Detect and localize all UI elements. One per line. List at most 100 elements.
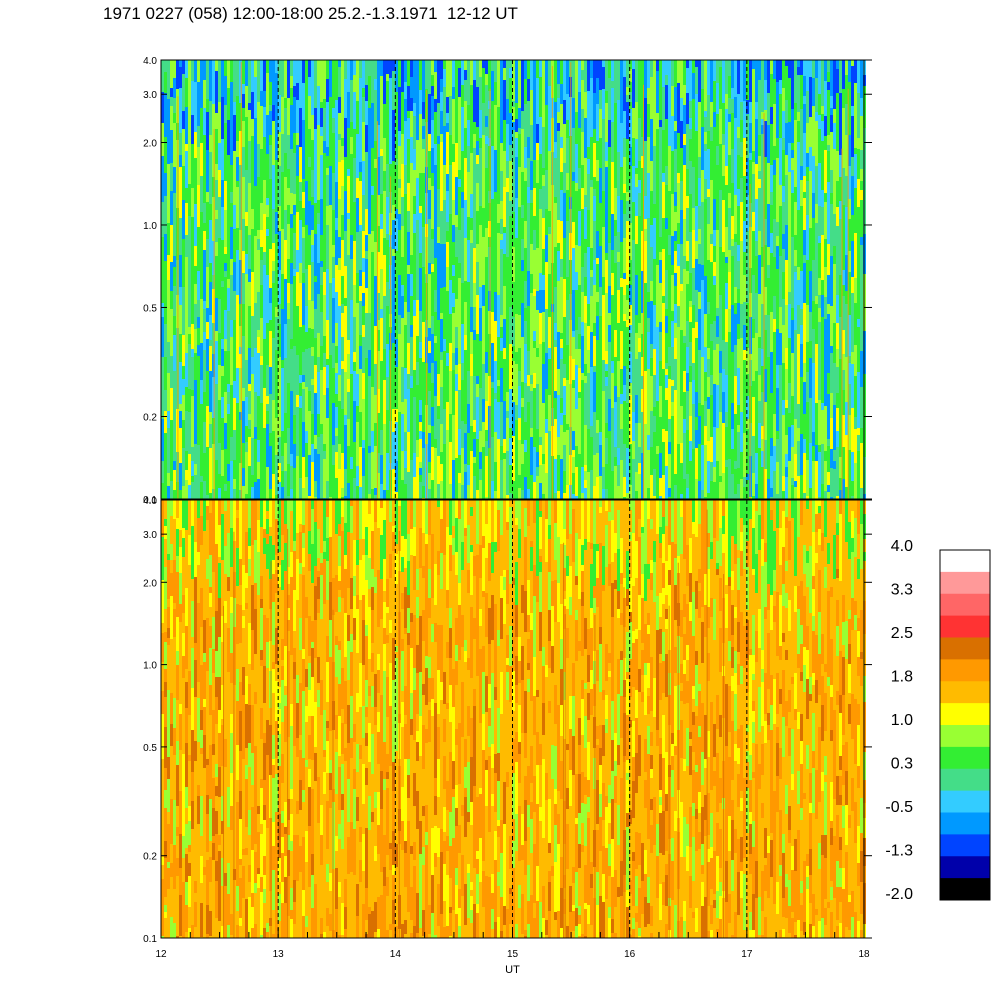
spectrogram-cell: [812, 476, 815, 499]
spectrogram-cell: [254, 924, 257, 938]
spectrogram-cell: [689, 461, 692, 499]
spectrogram-cell: [659, 332, 662, 361]
spectrogram-cell: [161, 901, 164, 936]
spectrogram-cell: [377, 301, 380, 320]
spectrogram-cell: [269, 846, 272, 891]
spectrogram-cell: [302, 120, 305, 154]
spectrogram-cell: [290, 349, 293, 391]
spectrogram-cell: [281, 274, 284, 309]
spectrogram-cell: [842, 370, 845, 390]
spectrogram-cell: [560, 413, 563, 425]
spectrogram-cell: [209, 685, 212, 715]
spectrogram-cell: [164, 295, 167, 324]
spectrogram-cell: [836, 393, 839, 408]
spectrogram-cell: [488, 247, 491, 259]
spectrogram-cell: [359, 231, 362, 270]
spectrogram-cell: [806, 260, 809, 305]
spectrogram-cell: [383, 380, 386, 424]
spectrogram-cell: [209, 882, 212, 911]
spectrogram-cell: [281, 187, 284, 229]
spectrogram-cell: [773, 414, 776, 446]
spectrogram-cell: [278, 647, 281, 687]
spectrogram-cell: [542, 60, 545, 83]
spectrogram-cell: [329, 283, 332, 319]
spectrogram-cell: [299, 375, 302, 383]
spectrogram-cell: [818, 308, 821, 322]
spectrogram-cell: [482, 422, 485, 447]
spectrogram-cell: [398, 214, 401, 230]
spectrogram-cell: [314, 282, 317, 309]
spectrogram-cell: [608, 182, 611, 198]
spectrogram-cell: [362, 231, 365, 258]
spectrogram-cell: [848, 450, 851, 479]
spectrogram-cell: [227, 752, 230, 787]
spectrogram-cell: [644, 388, 647, 424]
spectrogram-cell: [770, 74, 773, 107]
spectrogram-cell: [521, 450, 524, 464]
spectrogram-cell: [770, 438, 773, 456]
spectrogram-cell: [785, 348, 788, 369]
spectrogram-cell: [527, 237, 530, 271]
spectrogram-cell: [212, 755, 215, 778]
spectrogram-cell: [167, 638, 170, 645]
spectrogram-cell: [623, 497, 626, 499]
spectrogram-cell: [671, 151, 674, 165]
spectrogram-cell: [794, 330, 797, 362]
spectrogram-cell: [410, 255, 413, 274]
spectrogram-cell: [194, 60, 197, 82]
spectrogram-cell: [698, 403, 701, 416]
spectrogram-cell: [380, 194, 383, 214]
spectrogram-cell: [413, 422, 416, 453]
spectrogram-cell: [380, 269, 383, 309]
spectrogram-cell: [185, 676, 188, 682]
spectrogram-cell: [590, 137, 593, 163]
spectrogram-cell: [197, 682, 200, 698]
spectrogram-cell: [356, 198, 359, 232]
spectrogram-cell: [539, 483, 542, 499]
spectrogram-cell: [776, 293, 779, 329]
spectrogram-cell: [620, 200, 623, 242]
spectrogram-cell: [221, 281, 224, 287]
spectrogram-cell: [590, 437, 593, 470]
spectrogram-cell: [272, 474, 275, 499]
spectrogram-cell: [779, 206, 782, 227]
spectrogram-cell: [161, 759, 164, 781]
spectrogram-cell: [365, 477, 368, 499]
spectrogram-cell: [377, 157, 380, 195]
spectrogram-cell: [173, 490, 176, 499]
spectrogram-cell: [224, 931, 227, 938]
spectrogram-cell: [422, 432, 425, 448]
spectrogram-cell: [392, 469, 395, 499]
spectrogram-cell: [611, 250, 614, 273]
spectrogram-cell: [407, 139, 410, 183]
spectrogram-cell: [248, 897, 251, 922]
spectrogram-cell: [728, 419, 731, 459]
spectrogram-cell: [251, 585, 254, 630]
spectrogram-cell: [845, 104, 848, 135]
spectrogram-cell: [182, 613, 185, 633]
spectrogram-cell: [314, 129, 317, 158]
spectrogram-cell: [389, 78, 392, 112]
spectrogram-cell: [263, 214, 266, 252]
spectrogram-cell: [497, 386, 500, 402]
spectrogram-cell: [407, 118, 410, 139]
spectrogram-cell: [779, 80, 782, 94]
spectrogram-cell: [857, 245, 860, 280]
spectrogram-cell: [821, 410, 824, 444]
spectrogram-cell: [479, 388, 482, 431]
spectrogram-cell: [572, 181, 575, 222]
spectrogram-cell: [581, 165, 584, 188]
spectrogram-cell: [233, 500, 236, 541]
spectrogram-cell: [221, 312, 224, 339]
spectrogram-cell: [182, 907, 185, 938]
spectrogram-cell: [584, 158, 587, 195]
spectrogram-cell: [179, 218, 182, 255]
spectrogram-cell: [182, 723, 185, 754]
spectrogram-cell: [245, 532, 248, 573]
spectrogram-cell: [662, 333, 665, 369]
spectrogram-cell: [353, 92, 356, 129]
spectrogram-cell: [614, 402, 617, 447]
spectrogram-cell: [227, 847, 230, 863]
spectrogram-cell: [239, 165, 242, 206]
spectrogram-cell: [257, 431, 260, 440]
